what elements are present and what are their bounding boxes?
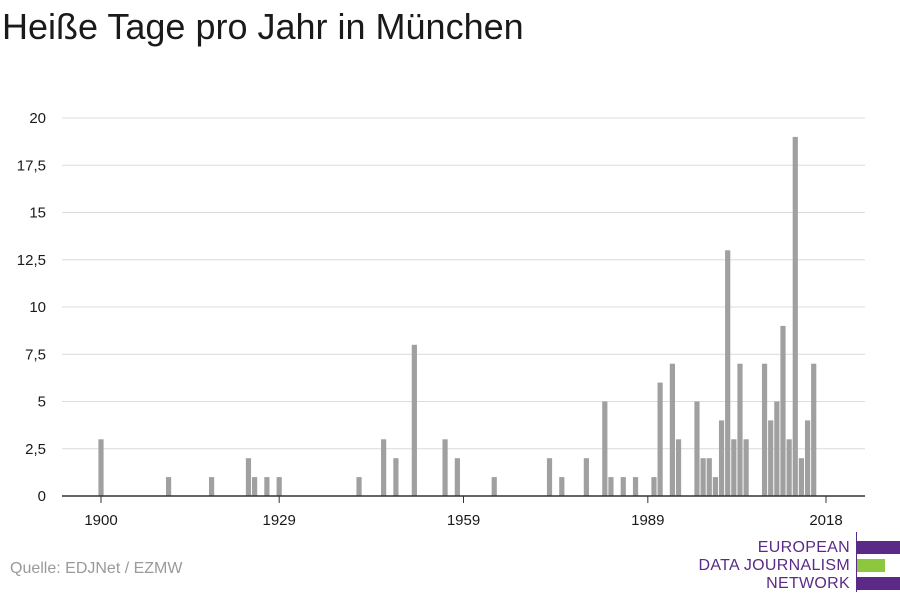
bar-2010 <box>774 401 780 496</box>
y-tick-label: 0 <box>38 488 46 505</box>
bar-chart: 0 2,5 5 7,5 10 12,5 15 17,5 20 1900 1929 1959 1989 2… <box>17 110 865 529</box>
bar-2000 <box>712 477 719 496</box>
x-tick-label: 1929 <box>262 512 295 529</box>
bar-1958 <box>454 458 460 496</box>
bar-1924 <box>245 458 252 496</box>
bar-1985 <box>620 477 626 496</box>
logo-line-1: EUROPEAN <box>757 539 850 556</box>
logo-divider <box>856 532 857 592</box>
bar-2002 <box>725 250 731 496</box>
bar-1918 <box>208 477 215 496</box>
bar-2003 <box>731 439 737 496</box>
bar-1964 <box>491 477 497 496</box>
bar-2015 <box>804 420 811 496</box>
bar-1987 <box>632 477 639 496</box>
bar-1983 <box>608 477 614 496</box>
x-tick-label: 1900 <box>84 512 117 529</box>
source-note: Quelle: EDJNet / EZMW <box>10 560 183 577</box>
bar-2013 <box>792 136 798 496</box>
bar-1993 <box>669 363 675 496</box>
bar-1911 <box>165 477 172 496</box>
bar-2009 <box>768 420 774 496</box>
y-axis-ticks: 0 2,5 5 7,5 10 12,5 15 17,5 20 <box>17 110 46 505</box>
bar-1979 <box>583 458 589 496</box>
bar-1929 <box>276 477 282 496</box>
chart-title: Heiße Tage pro Jahr in München <box>2 6 524 47</box>
bar-1942 <box>356 477 362 496</box>
bar-1990 <box>651 477 657 496</box>
bar-1900 <box>98 439 104 496</box>
bar-2012 <box>786 439 792 496</box>
logo-bar-purple-top <box>857 541 900 554</box>
y-tick-label: 17,5 <box>17 157 46 174</box>
bar-1946 <box>381 439 387 496</box>
bar-1951 <box>411 344 417 496</box>
bar-1975 <box>559 477 565 496</box>
bar-2016 <box>811 363 817 496</box>
bar-1997 <box>694 401 700 496</box>
logo-bar-green <box>857 559 885 572</box>
x-tick-label: 2018 <box>809 512 842 529</box>
logo-line-2: DATA JOURNALISM <box>698 557 850 574</box>
x-tick-label: 1959 <box>447 512 480 529</box>
bar-1999 <box>706 458 712 496</box>
bar-1948 <box>393 458 399 496</box>
bar-1991 <box>657 382 663 496</box>
bar-2001 <box>718 420 725 496</box>
bar-1956 <box>442 439 448 496</box>
bar-2004 <box>737 363 743 496</box>
logo-bar-purple-bottom <box>857 577 900 590</box>
bar-1982 <box>602 401 608 496</box>
bar-1998 <box>700 458 706 496</box>
y-tick-label: 7,5 <box>25 346 46 363</box>
bar-1994 <box>675 439 682 496</box>
y-tick-label: 20 <box>29 110 46 127</box>
x-tick-label: 1989 <box>631 512 664 529</box>
y-tick-label: 2,5 <box>25 441 46 458</box>
bar-1927 <box>264 477 270 496</box>
y-tick-label: 12,5 <box>17 252 46 269</box>
y-tick-label: 15 <box>29 205 46 222</box>
x-axis-ticks: 1900 1929 1959 1989 2018 <box>84 496 843 529</box>
bar-2011 <box>780 325 786 496</box>
bar-2005 <box>743 439 749 496</box>
y-tick-label: 10 <box>29 299 46 316</box>
bar-1973 <box>546 458 553 496</box>
logo-line-3: NETWORK <box>766 575 850 592</box>
bar-2008 <box>761 363 768 496</box>
bar-2014 <box>798 458 805 496</box>
gridlines <box>62 117 865 450</box>
y-tick-label: 5 <box>38 394 46 411</box>
bar-1925 <box>252 477 258 496</box>
edjnet-logo: EUROPEAN DATA JOURNALISM NETWORK <box>698 532 900 593</box>
bars <box>98 136 817 496</box>
